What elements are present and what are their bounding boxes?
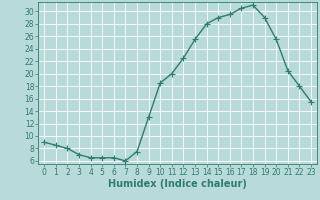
- X-axis label: Humidex (Indice chaleur): Humidex (Indice chaleur): [108, 179, 247, 189]
